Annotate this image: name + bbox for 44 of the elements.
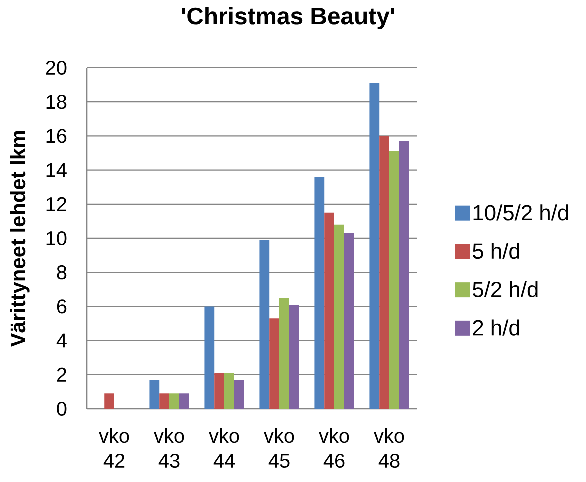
bar [280,298,290,409]
bar [314,177,325,409]
y-tick-label: 6 [57,300,67,314]
y-tick-label: 10 [46,231,67,246]
bar [234,380,244,409]
legend-label: 5/2 h/d [473,281,538,298]
bar [390,152,400,409]
x-tick-label: vko 46 [319,428,350,468]
bar [380,136,390,409]
bar [104,394,115,409]
bar [334,224,344,409]
legend-label: 2 h/d [473,320,520,336]
bar [214,373,225,409]
bar [224,373,234,409]
bar [399,141,410,409]
bar [150,380,160,409]
bar [179,394,190,409]
x-tick-label: vko 48 [374,428,404,468]
chart-title: 'Christmas Beauty' [182,7,394,30]
y-tick-label: 20 [46,60,67,76]
bar [324,212,334,409]
bar [270,318,280,409]
x-tick-label: vko 43 [154,428,184,468]
legend-label: 5 h/d [473,243,520,260]
bar [370,83,380,409]
y-tick-label: 16 [46,129,67,144]
y-tick-label: 12 [46,197,66,212]
y-tick-label: 14 [46,163,67,178]
y-tick-label: 0 [57,402,67,416]
x-tick-label: vko 44 [209,428,240,468]
y-tick-label: 2 [57,368,66,382]
y-axis-title: Värittyneet lehdet lkm [10,131,30,348]
bar [160,394,170,409]
legend-label: 10/5/2 h/d [474,204,568,221]
y-tick-label: 18 [46,95,67,110]
x-tick-label: vko 42 [99,428,130,468]
y-tick-label: 4 [56,334,67,348]
x-tick-label: vko 45 [264,428,294,468]
bar [260,240,270,409]
bar [289,304,300,409]
bar [344,233,354,409]
bar [204,306,215,409]
y-tick-label: 8 [57,266,67,280]
bar [170,394,180,409]
